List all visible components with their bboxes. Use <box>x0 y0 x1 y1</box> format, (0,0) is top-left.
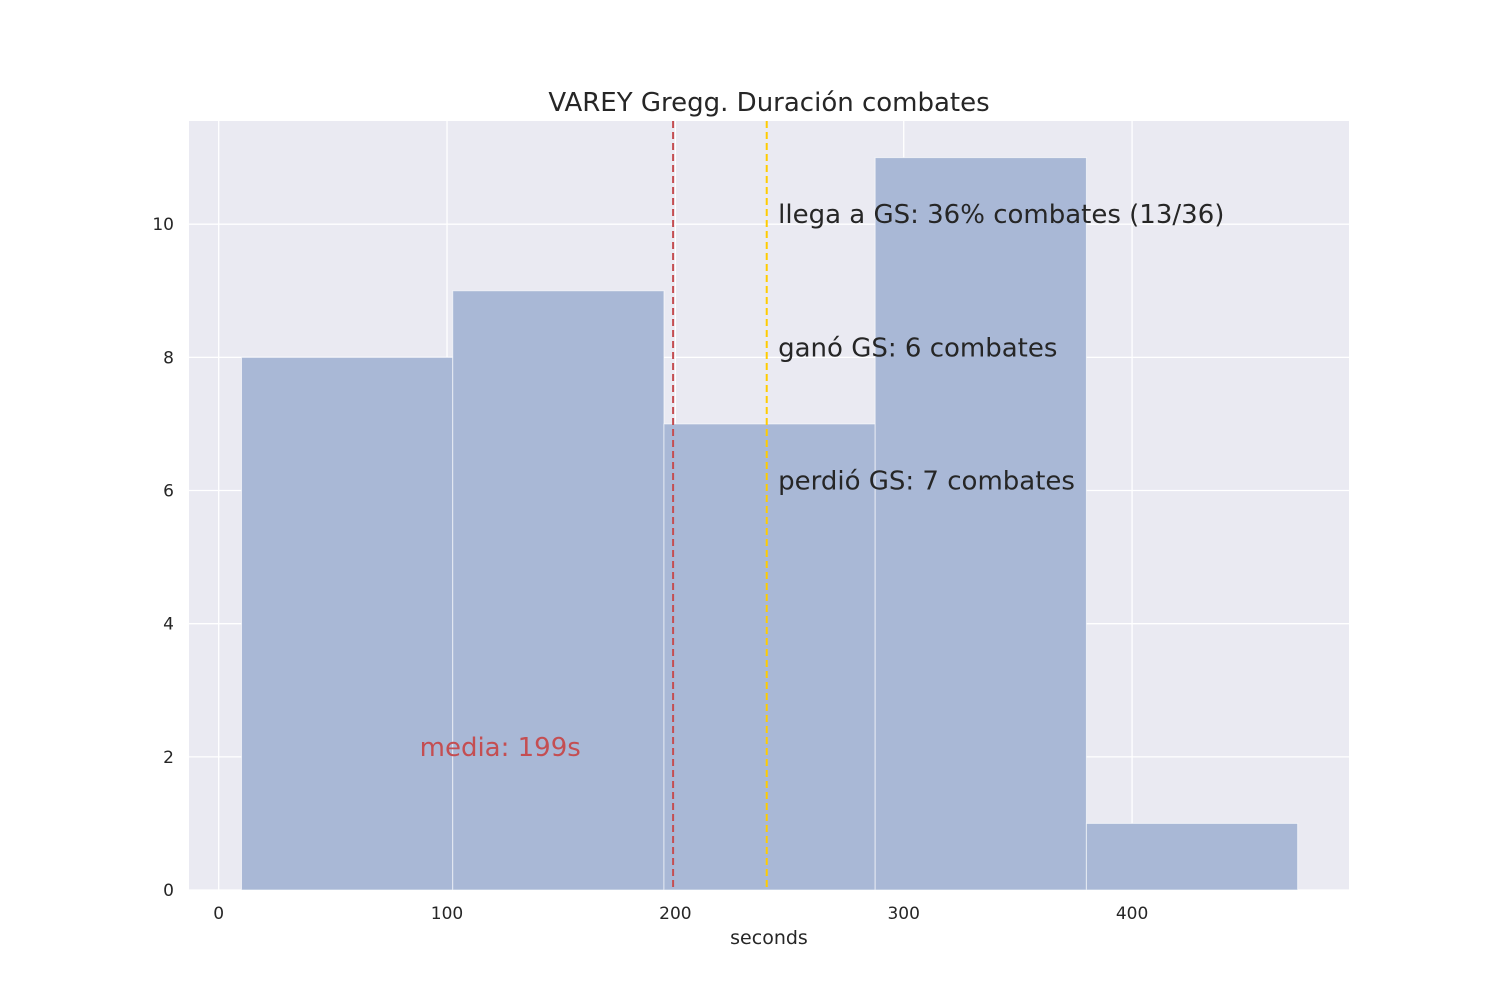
x-tick-label: 0 <box>213 904 224 924</box>
annotation-text: ganó GS: 6 combates <box>778 333 1057 363</box>
x-axis-label: seconds <box>730 927 808 949</box>
x-tick-label: 200 <box>659 904 691 924</box>
x-tick-label: 100 <box>431 904 463 924</box>
x-tick-label: 300 <box>887 904 919 924</box>
histogram-bar <box>452 290 665 891</box>
y-tick-label: 6 <box>163 482 174 502</box>
mean-label: media: 199s <box>420 733 581 763</box>
histogram-bar <box>663 423 876 891</box>
histogram-bar <box>241 356 454 891</box>
annotation-text: llega a GS: 36% combates (13/36) <box>778 200 1224 230</box>
histogram-bar <box>1085 822 1299 891</box>
y-tick-label: 4 <box>163 615 174 635</box>
x-tick-label: 400 <box>1116 904 1148 924</box>
histogram-bars <box>241 157 1299 891</box>
annotation-text: perdió GS: 7 combates <box>778 467 1075 497</box>
chart-title: VAREY Gregg. Duración combates <box>548 88 989 118</box>
y-tick-label: 0 <box>163 881 174 901</box>
y-tick-label: 10 <box>152 215 174 235</box>
histogram-bar <box>874 157 1087 891</box>
y-tick-label: 2 <box>163 748 174 768</box>
y-tick-label: 8 <box>163 348 174 368</box>
